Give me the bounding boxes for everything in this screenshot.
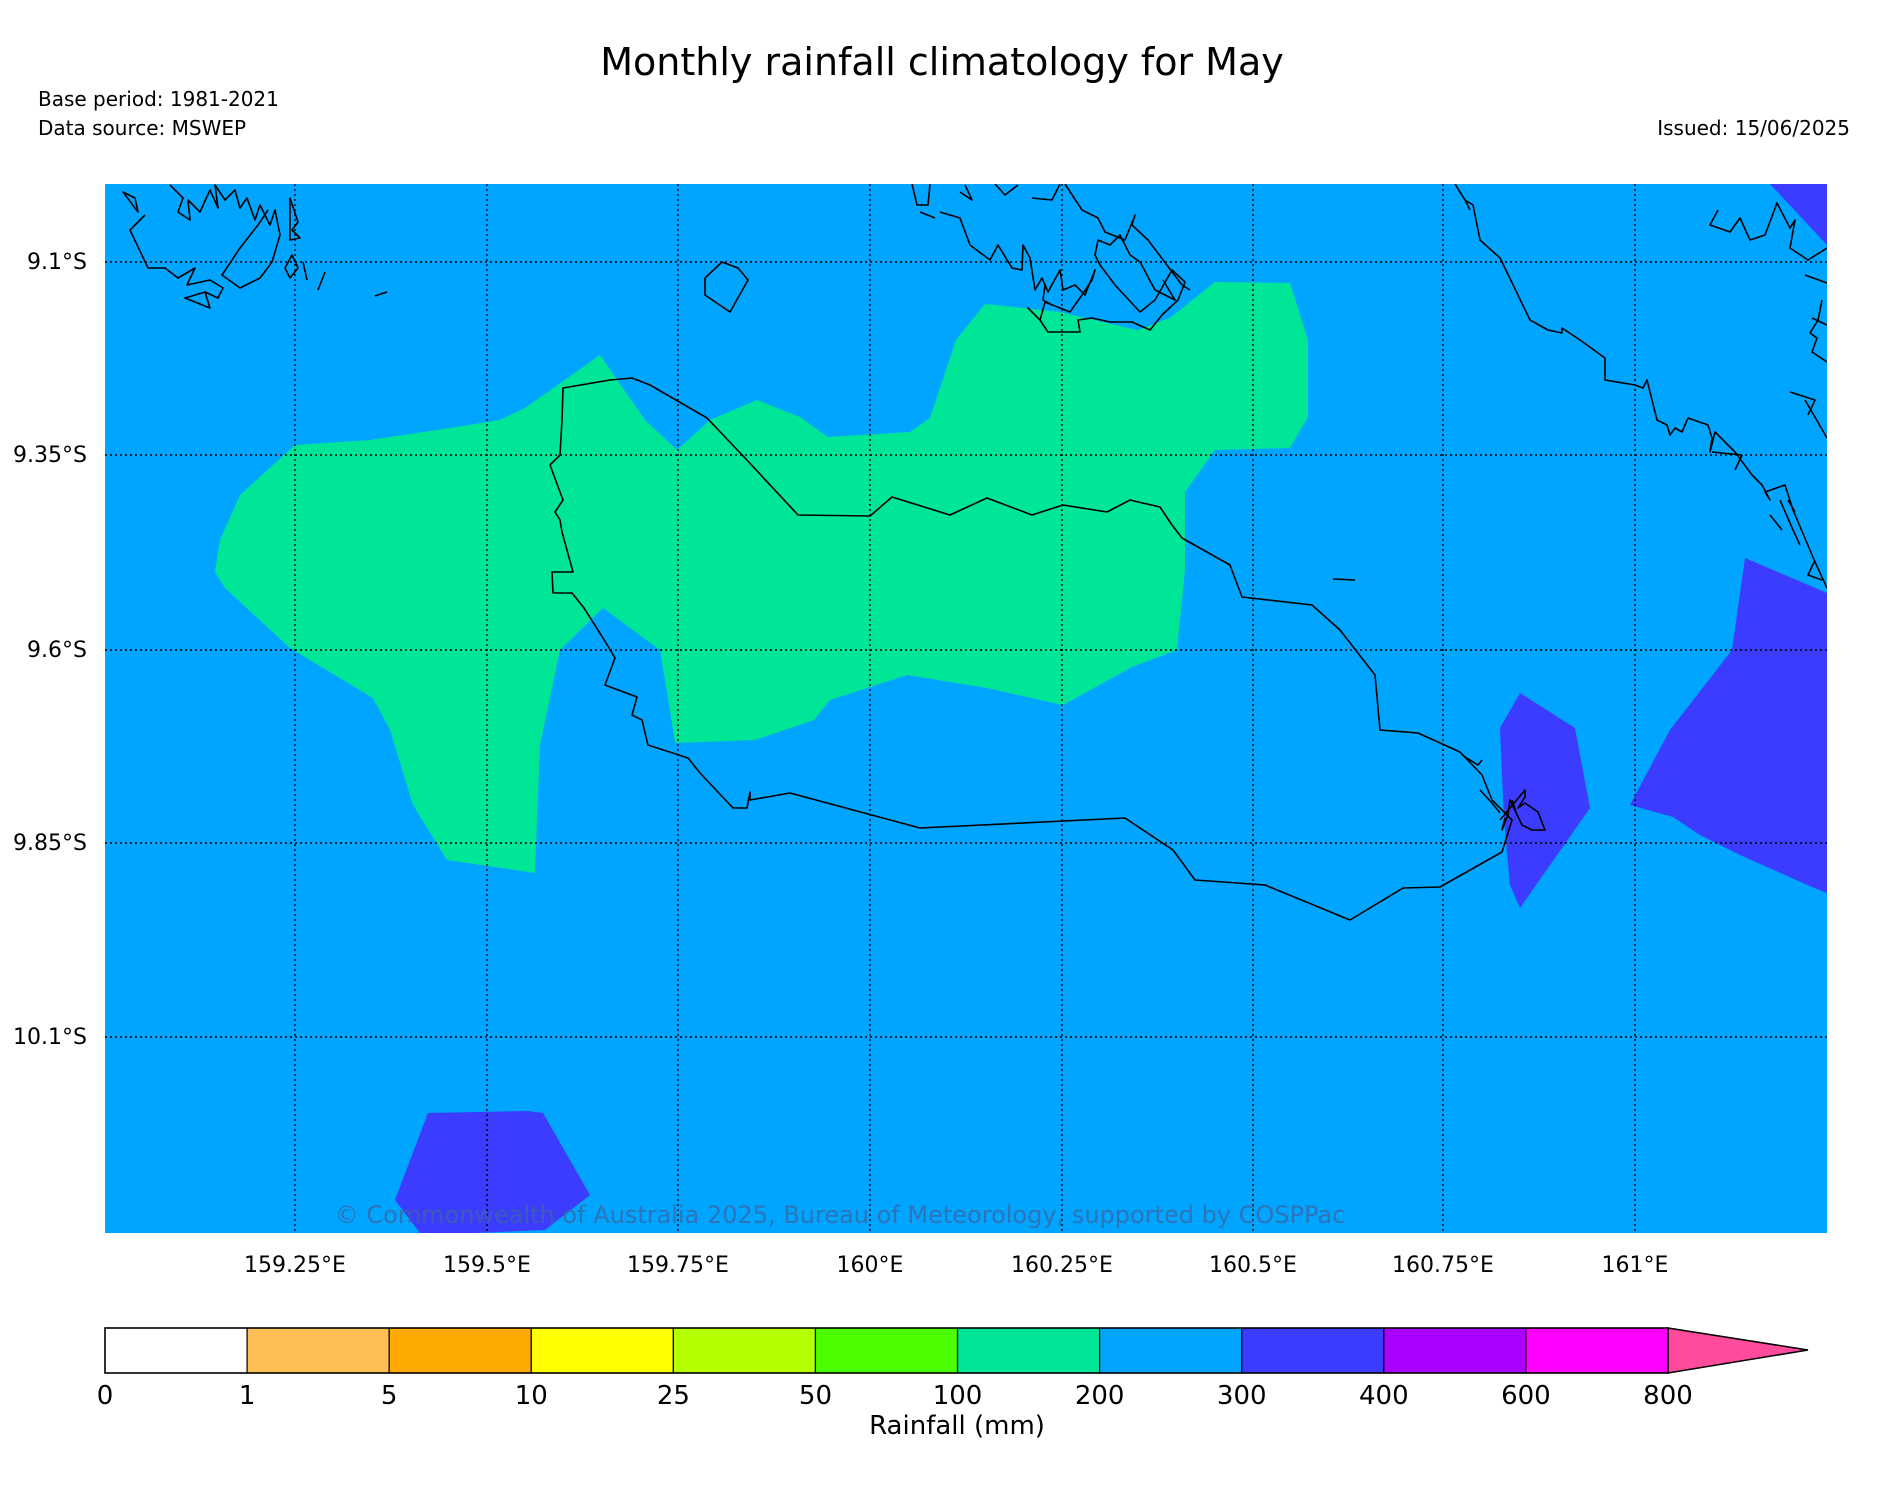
malaita-coastline: [1454, 184, 1827, 589]
colorbar-box-400-600: [1383, 1327, 1527, 1374]
colorbar-box-1-5: [246, 1327, 390, 1374]
rainfall-300-400-region-island: [1500, 693, 1590, 908]
colorbar-outline: [104, 1327, 1669, 1374]
north-coast: [911, 184, 1191, 333]
rainfall-300-400-region-east: [1630, 558, 1827, 893]
colorbar-tick-100: 100: [933, 1381, 983, 1411]
colorbar-tick-10: 10: [515, 1381, 548, 1411]
figure-title: Monthly rainfall climatology for May: [600, 40, 1283, 84]
colorbar-boxes: [104, 1327, 1669, 1374]
copyright-notice: © Commonwealth of Australia 2025, Bureau…: [335, 1201, 1346, 1229]
savo-island-dash: [374, 291, 388, 297]
guadalcanal-coastline: [549, 377, 1513, 921]
lat-labels: 9.1°S 9.35°S 9.6°S 9.85°S 10.1°S: [13, 250, 87, 1050]
colorbar: 0 1 5 10 25 50 100 200 300 400 600 800 Rainfall (mm…: [97, 1327, 1809, 1441]
northwest-coast: [122, 184, 326, 309]
colorbar-box-100-200: [956, 1327, 1101, 1374]
colorbar-tick-25: 25: [657, 1381, 690, 1411]
graticule: [105, 184, 1827, 1233]
colorbar-box-600-800: [1525, 1327, 1669, 1374]
colorbar-tick-300: 300: [1217, 1381, 1267, 1411]
rainfall-300-400-region-south: [395, 1111, 590, 1233]
issued-date: Issued: 15/06/2025: [1657, 116, 1850, 140]
colorbar-tick-600: 600: [1501, 1381, 1551, 1411]
lat-label-9-1: 9.1°S: [27, 250, 87, 275]
colorbar-tick-800: 800: [1643, 1381, 1693, 1411]
colorbar-box-5-10: [388, 1327, 532, 1374]
colorbar-tick-0: 0: [97, 1381, 114, 1411]
marau-dash: [1332, 578, 1356, 581]
data-source: Data source: MSWEP: [38, 116, 246, 140]
colorbar-extension-triangle: [1667, 1327, 1809, 1374]
lon-label-161: 161°E: [1602, 1253, 1669, 1278]
colorbar-tick-50: 50: [799, 1381, 832, 1411]
lon-label-159-5: 159.5°E: [443, 1253, 531, 1278]
colorbar-tick-400: 400: [1359, 1381, 1409, 1411]
lon-label-160: 160°E: [837, 1253, 904, 1278]
lon-labels: 159.25°E 159.5°E 159.75°E 160°E 160.25°E…: [244, 1253, 1668, 1278]
colorbar-box-0-1: [104, 1327, 248, 1374]
colorbar-box-200-300: [1099, 1327, 1243, 1374]
colorbar-tick-labels: 0 1 5 10 25 50 100 200 300 400 600 800: [97, 1381, 1693, 1411]
lon-label-160-5: 160.5°E: [1209, 1253, 1297, 1278]
lon-label-160-25: 160.25°E: [1011, 1253, 1113, 1278]
colorbar-tick-1: 1: [239, 1381, 256, 1411]
small-malaita-coastline: [1461, 754, 1546, 831]
lat-label-10-1: 10.1°S: [13, 1025, 87, 1050]
colorbar-box-25-50: [672, 1327, 817, 1374]
map-panel: © Commonwealth of Australia 2025, Bureau…: [105, 184, 1827, 1233]
lat-label-9-85: 9.85°S: [13, 831, 87, 856]
rainfall-100-200-region: [215, 282, 1308, 873]
lat-label-9-6: 9.6°S: [27, 638, 87, 663]
lat-label-9-35: 9.35°S: [13, 443, 87, 468]
colorbar-box-300-400: [1241, 1327, 1385, 1374]
colorbar-tick-200: 200: [1075, 1381, 1125, 1411]
colorbar-box-10-25: [530, 1327, 674, 1374]
colorbar-box-50-100: [814, 1327, 959, 1374]
colorbar-label: Rainfall (mm): [869, 1411, 1045, 1441]
base-period: Base period: 1981-2021: [38, 87, 279, 111]
lon-label-159-25: 159.25°E: [244, 1253, 346, 1278]
lon-label-160-75: 160.75°E: [1392, 1253, 1494, 1278]
colorbar-tick-5: 5: [381, 1381, 398, 1411]
rainfall-300-400-region-northeast: [1770, 184, 1827, 245]
lon-label-159-75: 159.75°E: [627, 1253, 729, 1278]
